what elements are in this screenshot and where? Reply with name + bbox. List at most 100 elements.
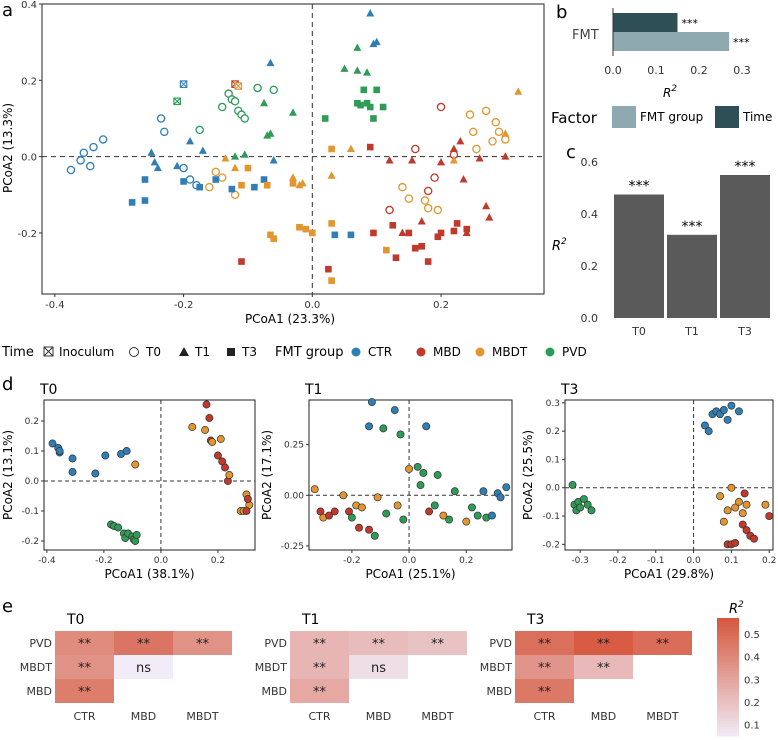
panel-d-point <box>723 415 732 424</box>
panel-d-point <box>727 401 736 410</box>
panel-a-point <box>417 217 426 225</box>
panel-e-cell-label: ** <box>538 661 552 676</box>
panel-b-ylabel: FMT <box>572 28 599 43</box>
panel-a-point <box>298 178 307 187</box>
panel-a-point <box>436 102 446 112</box>
panel-a-point <box>370 229 377 237</box>
panel-b-bar-fmt-group <box>613 32 730 51</box>
panel-e-cell-label: ** <box>78 661 92 676</box>
panel-a-point <box>353 66 362 74</box>
panel-d-xtick-label: 0.2 <box>211 556 225 566</box>
panel-a-point <box>434 233 442 241</box>
panel-e-heatmaps: T0 PVD MBDT MBD CTR MBD MBDT ** ** ** ** ns ** T1 PVD M… <box>20 612 692 723</box>
panel-a-point <box>260 176 268 183</box>
panel-a-point <box>491 118 500 127</box>
panel-a-point <box>370 115 377 122</box>
panel-a-point <box>373 86 380 94</box>
panel-e-col-label: MBDT <box>421 710 454 723</box>
panel-d-point <box>101 451 110 460</box>
panel-a-point <box>295 180 304 189</box>
panel-e-row-label: MBD <box>486 685 512 698</box>
panel-e-colorbar: 0.5 0.4 0.3 0.2 0.1 <box>717 618 760 737</box>
panel-d-plots: T0 -0.4 -0.2 0.0 0.2 -0.2 -0.1 0.0 0.1 0.2 PCoA1 (… <box>1 382 776 581</box>
panel-e-cell-label: ** <box>137 637 151 652</box>
panel-a-point <box>89 142 98 152</box>
panel-e-cell <box>114 631 173 655</box>
panel-d-point <box>468 503 476 512</box>
panel-a-point <box>459 175 468 183</box>
panel-a-point <box>385 156 394 164</box>
panel-e-cell <box>290 631 349 655</box>
panel-a-point <box>289 108 297 116</box>
panel-e-row-label: MBD <box>26 685 52 698</box>
panel-a-point <box>327 171 336 179</box>
panel-d-point <box>488 511 496 520</box>
panel-b-label: b <box>556 2 567 23</box>
panel-e-label: e <box>2 596 13 617</box>
time-legend-t3: T3 <box>227 345 257 359</box>
panel-e-cell-label: ** <box>313 637 327 652</box>
colorbar-segment <box>717 700 739 705</box>
panel-a-point <box>405 229 413 237</box>
panel-e-col-label: MBD <box>366 710 392 723</box>
panel-a-point-cross-b <box>173 97 181 105</box>
panel-a-point <box>238 258 245 265</box>
time-legend-inoculum: Inoculum <box>43 345 114 359</box>
panel-d-xtick-label: -0.2 <box>343 556 361 566</box>
panel-e-col-label: CTR <box>73 710 95 723</box>
panel-e-cell-label: ** <box>313 661 327 676</box>
panel-d-point <box>731 503 740 512</box>
panel-a-point <box>266 58 275 67</box>
panel-d-plot-frame <box>564 399 774 551</box>
panel-b-xtick-label: 0.2 <box>690 64 708 77</box>
panel-a-point <box>325 265 332 273</box>
colorbar-segment <box>717 659 739 663</box>
panel-e-col-label: MBDT <box>186 710 219 723</box>
panel-d-point <box>761 500 770 509</box>
panel-a-point <box>179 163 188 173</box>
panel-a-point <box>328 220 335 227</box>
panel-d-point <box>68 454 77 463</box>
panel-e-cell-label: ** <box>78 685 92 700</box>
panel-a-point <box>347 231 355 239</box>
panel-d-point <box>587 506 596 515</box>
time-legend-label-t1: T1 <box>194 345 210 359</box>
colorbar-segment <box>717 632 739 637</box>
panel-d-point <box>242 507 251 515</box>
panel-c-bar-t0 <box>614 194 664 318</box>
panel-d-point <box>479 487 488 496</box>
panel-a-point <box>363 99 371 107</box>
panel-e-cell-label: ns <box>371 661 386 676</box>
panel-e-cell <box>574 631 633 655</box>
panel-e-cell <box>55 655 114 679</box>
panel-a-point <box>430 173 439 182</box>
panel-a-point <box>481 106 491 116</box>
colorbar-segment <box>717 623 739 628</box>
panel-d-point <box>502 483 511 492</box>
panel-b-xlabel-sup: 2 <box>671 84 677 94</box>
time-legend-title: Time <box>1 345 34 360</box>
colorbar-segment <box>717 712 739 716</box>
shared-legend: Time Inoculum T0 T1 T3 FMT group CTR MBD <box>1 345 587 360</box>
panel-a-point <box>328 277 335 284</box>
time-legend-label-t3: T3 <box>241 345 257 359</box>
panel-b-axes: 0.0 0.1 0.2 0.3 <box>604 8 751 77</box>
factor-legend-label-fmt-group: FMT group <box>640 110 703 124</box>
panel-e-row-label: PVD <box>489 637 512 650</box>
colorbar-segment <box>717 715 739 719</box>
panel-e-cell-label: ** <box>597 637 611 652</box>
panel-d-ylabel: PCoA2 (25.5%) <box>521 430 535 520</box>
panel-d-xtick-label: 0.0 <box>402 556 417 566</box>
panel-e-cell <box>515 631 574 655</box>
panel-a-point <box>433 205 443 215</box>
panel-e-col-label: CTR <box>533 710 555 723</box>
panel-d-point <box>439 511 448 520</box>
panel-d-point <box>122 447 131 455</box>
panel-d-point <box>205 414 214 422</box>
panel-a-ylabel: PCoA2 (13.3%) <box>1 103 15 193</box>
panel-a-point <box>353 43 362 51</box>
panel-d-point <box>413 462 422 471</box>
panel-d-ytick-label: -0.2 <box>542 540 560 550</box>
panel-d-plot-title: T1 <box>304 382 322 398</box>
